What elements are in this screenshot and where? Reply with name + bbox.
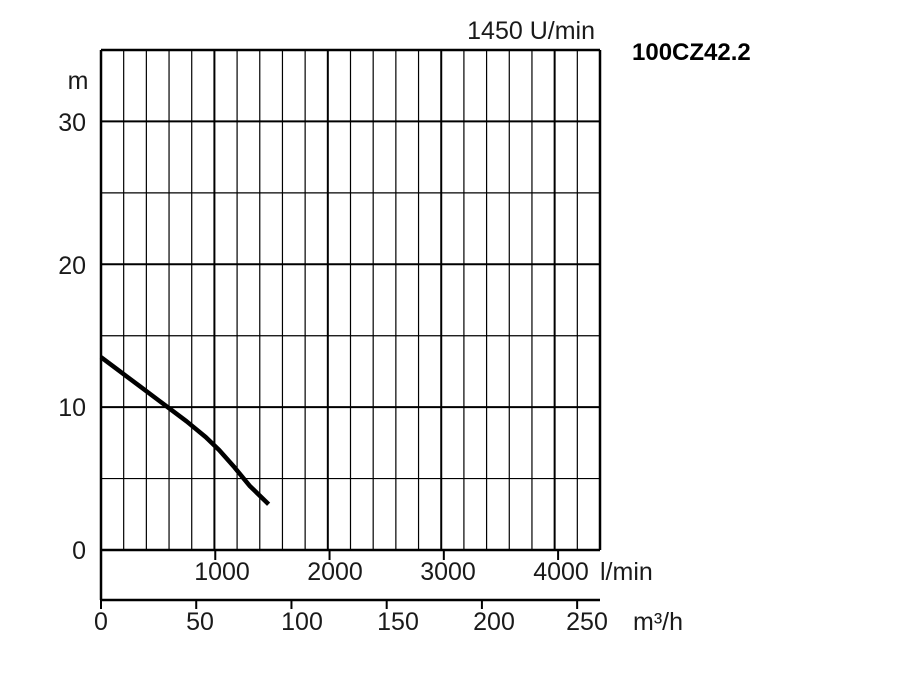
chart-frame [99,48,602,609]
y-tick-label: 10 [58,394,86,422]
model-label: 100CZ42.2 [632,39,751,66]
lmin-unit: l/min [600,558,653,586]
lmin-tick-label: 4000 [533,558,589,586]
y-axis-unit: m [68,67,89,95]
y-tick-label: 0 [72,537,86,565]
chart-grid [101,50,600,550]
pump-curve-layer [99,355,271,506]
lmin-tick-label: 1000 [194,558,250,586]
m3h-tick-label: 200 [473,608,515,636]
y-tick-label: 30 [58,109,86,137]
m3h-tick-label: 0 [94,608,108,636]
m3h-tick-label: 50 [186,608,214,636]
m3h-tick-label: 250 [566,608,608,636]
y-tick-label: 20 [58,252,86,280]
m3h-tick-label: 150 [377,608,419,636]
m3h-unit: m³/h [633,608,683,636]
lmin-tick-label: 2000 [307,558,363,586]
speed-label: 1450 U/min [467,17,595,45]
lmin-tick-label: 3000 [420,558,476,586]
m3h-tick-label: 100 [281,608,323,636]
pump-curve [99,355,271,506]
